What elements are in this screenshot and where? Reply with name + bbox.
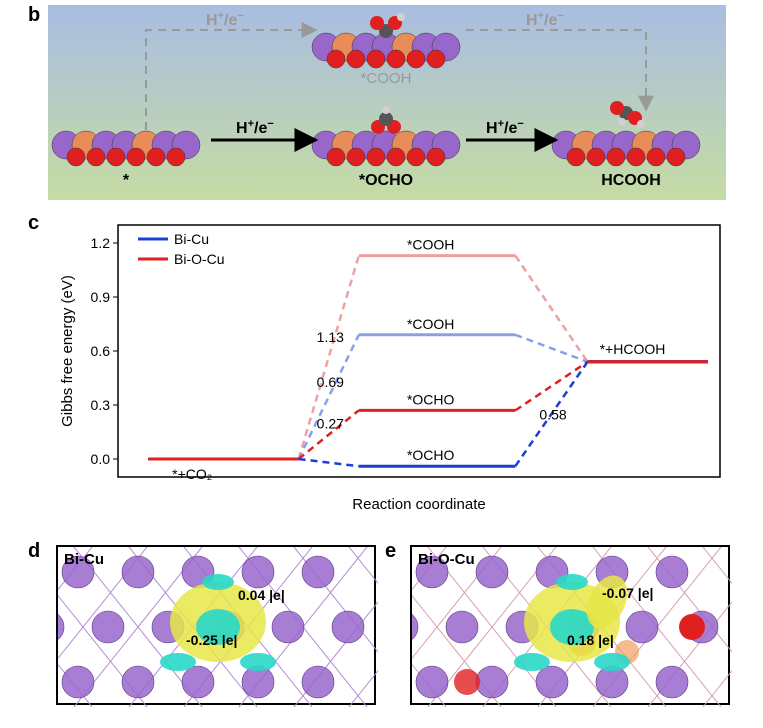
svg-text:*+HCOOH: *+HCOOH <box>600 341 666 357</box>
panel-d-value-bottom: -0.25 |e| <box>186 632 237 648</box>
panel-e-system-label: Bi-O-Cu <box>418 551 475 568</box>
panel-e-label: e <box>385 540 396 563</box>
svg-text:Bi-Cu: Bi-Cu <box>174 231 209 247</box>
panel-d-system-label: Bi-Cu <box>64 551 104 568</box>
svg-text:0.9: 0.9 <box>91 289 111 305</box>
svg-text:0.69: 0.69 <box>317 374 344 390</box>
svg-text:0.0: 0.0 <box>91 451 111 467</box>
svg-text:0.3: 0.3 <box>91 397 111 413</box>
svg-text:*+CO₂: *+CO₂ <box>172 466 212 482</box>
svg-text:1.13: 1.13 <box>317 329 344 345</box>
svg-text:0.58: 0.58 <box>539 406 566 422</box>
svg-text:*COOH: *COOH <box>361 70 412 87</box>
svg-text:Bi-O-Cu: Bi-O-Cu <box>174 251 225 267</box>
svg-text:0.27: 0.27 <box>317 415 344 431</box>
svg-text:*OCHO: *OCHO <box>407 391 455 407</box>
panel-d-density: Bi-Cu 0.04 |e| -0.25 |e| <box>56 545 376 705</box>
reaction-scheme-svg: **OCHOHCOOH*COOHH+/e−H+/e−H+/e−H+/e− <box>26 5 726 200</box>
svg-text:1.2: 1.2 <box>91 235 111 251</box>
density-bicu-svg <box>58 547 378 707</box>
svg-text:*COOH: *COOH <box>407 316 454 332</box>
svg-text:HCOOH: HCOOH <box>601 172 661 189</box>
panel-d-label: d <box>28 540 40 563</box>
panel-c-chart: 0.0 0.3 0.6 0.9 1.2 Gibbs free energy (eV) Rea… <box>56 215 763 545</box>
panel-c-label: c <box>28 212 39 235</box>
panel-e-value-bottom: 0.18 |e| <box>567 632 614 648</box>
panel-d-value-top: 0.04 |e| <box>238 587 285 603</box>
energy-diagram-svg: 0.0 0.3 0.6 0.9 1.2 Gibbs free energy (eV) Rea… <box>56 215 730 515</box>
panel-e-density: Bi-O-Cu -0.07 |e| 0.18 |e| <box>410 545 730 705</box>
svg-text:*COOH: *COOH <box>407 237 454 253</box>
density-biocu-svg <box>412 547 732 707</box>
panel-b-scheme: **OCHOHCOOH*COOHH+/e−H+/e−H+/e−H+/e− <box>26 5 726 200</box>
svg-text:*OCHO: *OCHO <box>407 447 455 463</box>
svg-text:Reaction coordinate: Reaction coordinate <box>352 496 485 513</box>
svg-text:0.6: 0.6 <box>91 343 111 359</box>
svg-text:Gibbs free energy (eV): Gibbs free energy (eV) <box>59 275 76 427</box>
panel-e-value-top: -0.07 |e| <box>602 585 653 601</box>
svg-text:*OCHO: *OCHO <box>359 172 413 189</box>
svg-text:*: * <box>123 172 130 189</box>
